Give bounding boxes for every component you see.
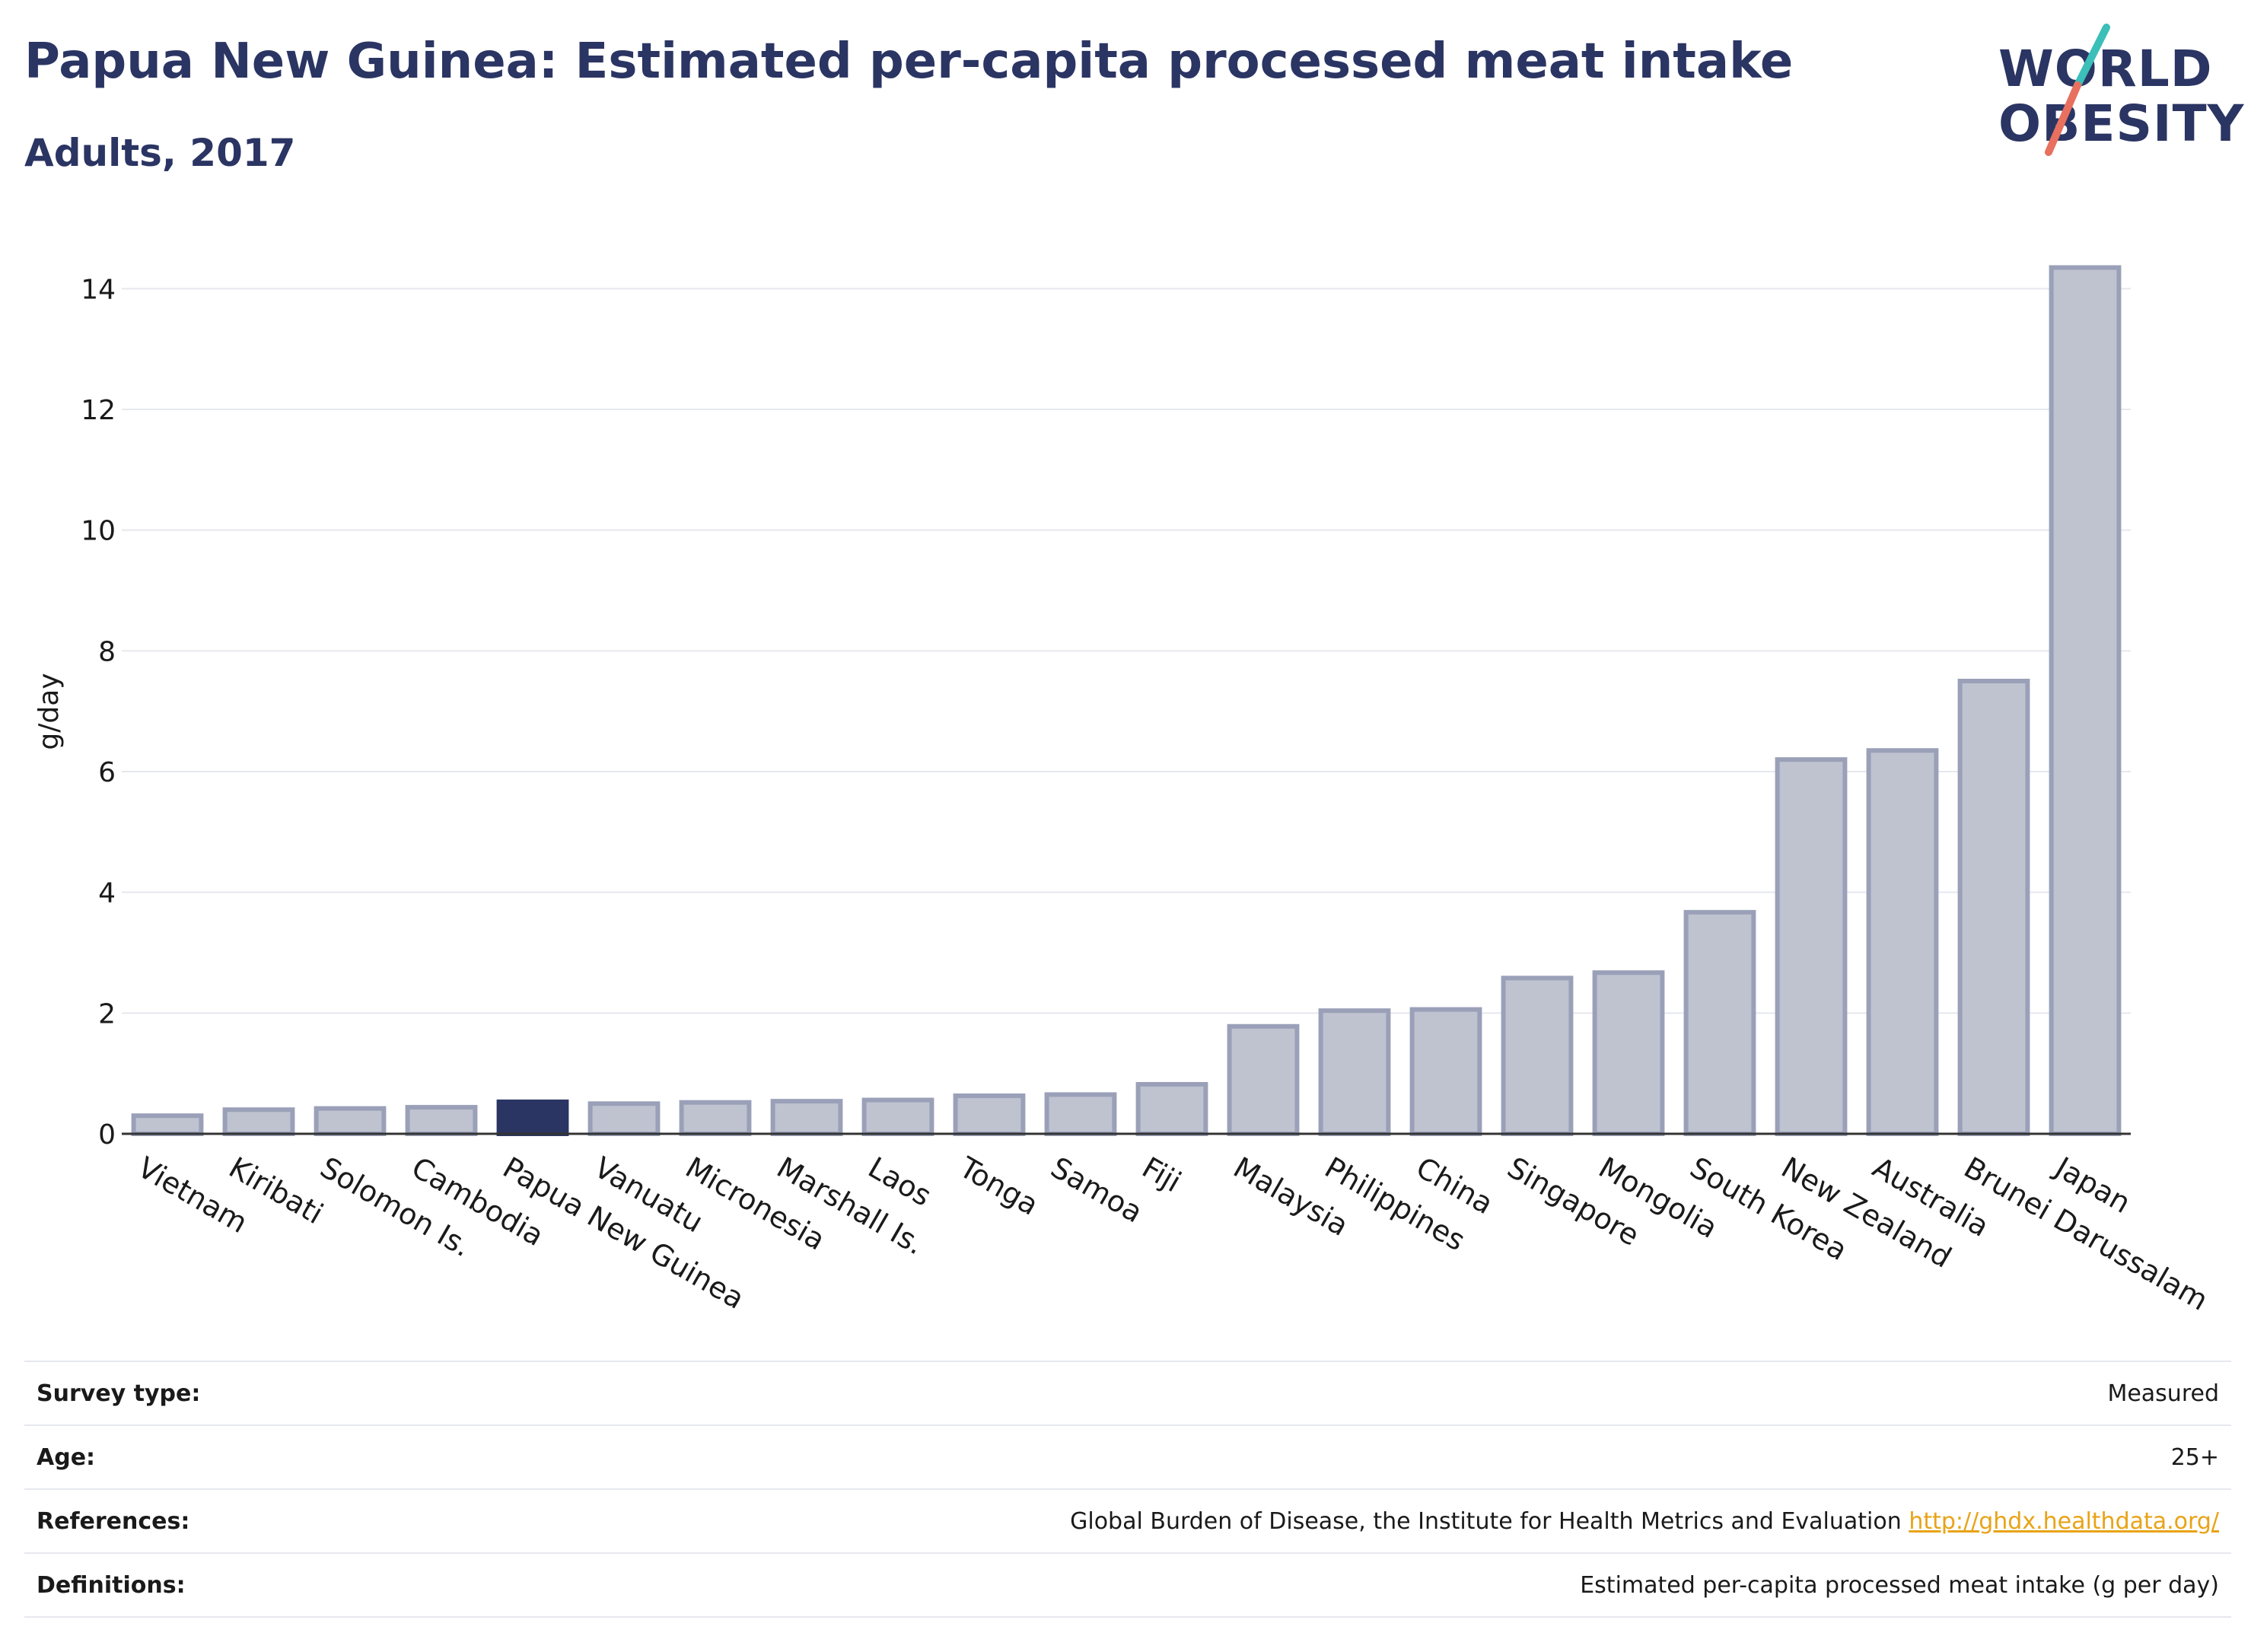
- chart-subtitle: Adults, 2017: [24, 131, 296, 175]
- bar: [496, 1099, 569, 1137]
- bar: [1775, 757, 1848, 1137]
- table-row-references: References: Global Burden of Disease, th…: [24, 1488, 2231, 1552]
- info-table: Survey type: Measured Age: 25+ Reference…: [24, 1361, 2231, 1618]
- bar: [1318, 1008, 1391, 1137]
- table-row-survey-type: Survey type: Measured: [24, 1361, 2231, 1424]
- references-link[interactable]: http://ghdx.healthdata.org/: [1909, 1507, 2219, 1535]
- y-tick-label: 0: [98, 1119, 116, 1151]
- row-label: Survey type:: [37, 1380, 201, 1407]
- row-value: Estimated per-capita processed meat inta…: [1580, 1571, 2219, 1599]
- bar: [1866, 748, 1939, 1136]
- bar: [679, 1100, 752, 1137]
- bar: [1501, 976, 1574, 1136]
- logo-slash-icon: [2045, 24, 2110, 156]
- y-tick-label: 14: [81, 274, 116, 305]
- chart-title: Papua New Guinea: Estimated per-capita p…: [24, 33, 1794, 90]
- logo-text-line1: WORLD: [1998, 40, 2213, 98]
- row-label: Age:: [37, 1444, 96, 1471]
- bar: [1227, 1023, 1300, 1136]
- y-axis-label: g/day: [33, 673, 65, 750]
- bar: [953, 1093, 1026, 1137]
- bar: [314, 1106, 387, 1137]
- table-row-definitions: Definitions: Estimated per-capita proces…: [24, 1552, 2231, 1618]
- y-tick-label: 6: [98, 757, 116, 788]
- y-tick-label: 4: [98, 878, 116, 909]
- bar: [770, 1099, 843, 1137]
- row-label: References:: [37, 1507, 190, 1535]
- row-value: Global Burden of Disease, the Institute …: [1070, 1508, 2231, 1535]
- bar: [1592, 970, 1665, 1137]
- bar: [1683, 909, 1756, 1136]
- bar: [1044, 1092, 1117, 1137]
- x-tick-label: Tonga: [954, 1150, 1044, 1221]
- world-obesity-logo: WORLD OBESITY: [1986, 23, 2243, 160]
- y-tick-label: 10: [81, 516, 116, 547]
- bar: [1409, 1007, 1482, 1137]
- x-tick-label: Fiji: [1137, 1151, 1187, 1198]
- bar: [587, 1101, 661, 1137]
- references-text: Global Burden of Disease, the Institute …: [1070, 1507, 1902, 1535]
- bar: [861, 1097, 934, 1137]
- row-label: Definitions:: [37, 1571, 186, 1599]
- row-value: Measured: [2107, 1380, 2219, 1407]
- bar: [1135, 1081, 1208, 1136]
- y-tick-label: 8: [98, 636, 116, 667]
- y-tick-label: 12: [81, 395, 116, 426]
- bar: [405, 1105, 478, 1137]
- logo-text-line2: OBESITY: [1998, 94, 2245, 153]
- bar: [1957, 679, 2030, 1136]
- row-value: 25+: [2170, 1444, 2219, 1471]
- table-row-age: Age: 25+: [24, 1424, 2231, 1488]
- bar: [131, 1113, 204, 1136]
- bar: [2049, 265, 2122, 1137]
- x-tick-label: Samoa: [1046, 1151, 1148, 1230]
- bar: [222, 1107, 295, 1137]
- y-tick-label: 2: [98, 998, 116, 1030]
